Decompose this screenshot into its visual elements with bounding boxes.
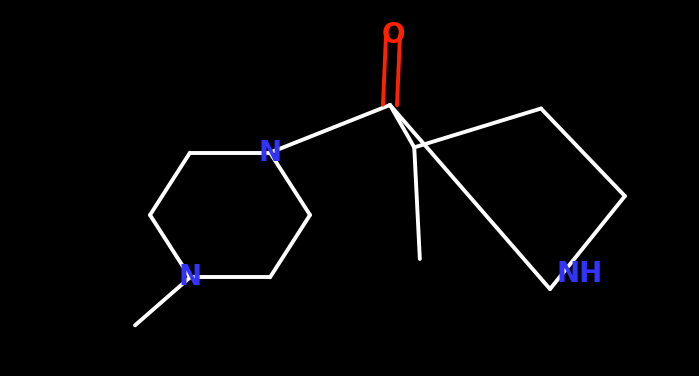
Text: N: N	[178, 263, 201, 291]
Text: O: O	[381, 21, 405, 49]
Text: NH: NH	[557, 260, 603, 288]
Text: N: N	[259, 139, 282, 167]
